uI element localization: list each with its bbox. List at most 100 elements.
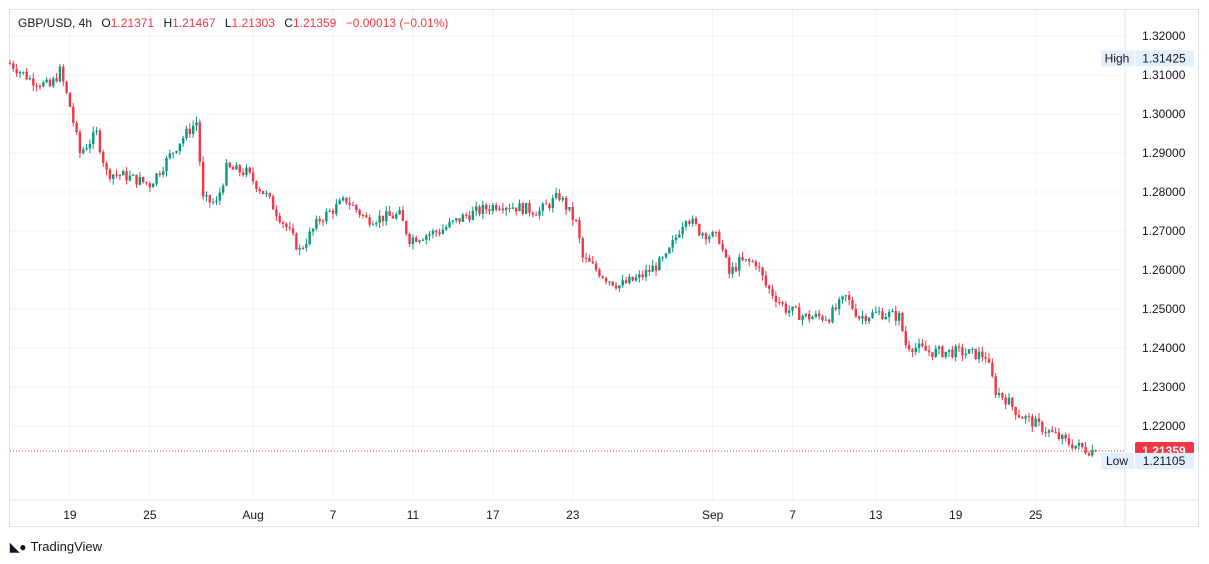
candle-down	[534, 214, 538, 216]
candle-down	[251, 172, 255, 182]
price-tick-label: 1.22000	[1142, 419, 1186, 433]
candle-up	[658, 257, 661, 271]
time-tick-label: 13	[869, 508, 883, 522]
candle-up	[801, 315, 804, 320]
candle-down	[1054, 431, 1057, 433]
candle-down	[781, 302, 784, 304]
candle-up	[455, 218, 458, 221]
price-tick-label: 1.32000	[1142, 29, 1186, 43]
candle-up	[708, 236, 711, 240]
candle-up	[375, 222, 378, 225]
candle-down	[564, 197, 568, 210]
candle-up	[418, 240, 421, 242]
candle-down	[1084, 447, 1087, 454]
candle-down	[38, 85, 42, 87]
candle-down	[405, 221, 408, 234]
candle-up	[338, 200, 341, 205]
candle-up	[831, 307, 834, 323]
candle-down	[318, 219, 321, 222]
candle-down	[991, 362, 994, 377]
candle-down	[544, 203, 548, 205]
time-tick-label: 7	[789, 508, 796, 522]
candle-down	[894, 311, 897, 321]
candle-down	[994, 376, 997, 396]
candle-up	[221, 185, 225, 193]
candle-down	[581, 238, 584, 258]
candle-down	[72, 106, 75, 123]
candle-up	[245, 167, 248, 175]
candle-up	[738, 257, 741, 271]
price-tick-label: 1.30000	[1142, 107, 1186, 121]
candle-up	[917, 343, 921, 348]
candle-up	[95, 130, 98, 132]
candle-up	[608, 281, 611, 283]
candle-down	[754, 261, 758, 267]
candle-down	[241, 172, 245, 175]
candle-up	[664, 253, 668, 258]
candle-down	[698, 224, 701, 236]
candle-down	[415, 237, 418, 242]
candle-down	[35, 85, 38, 87]
candle-down	[248, 167, 251, 173]
candle-up	[428, 234, 431, 236]
candle-down	[1071, 444, 1074, 449]
candle-up	[937, 346, 941, 349]
candle-up	[678, 234, 681, 238]
candle-down	[854, 308, 858, 317]
candle-down	[648, 269, 651, 272]
time-tick-label: 11	[407, 508, 420, 522]
candle-up	[887, 312, 891, 318]
candle-up	[1034, 418, 1037, 427]
candle-down	[494, 204, 498, 210]
high-value: H1.21467	[163, 16, 216, 30]
candle-up	[618, 285, 621, 289]
candle-up	[171, 152, 175, 154]
candle-down	[714, 231, 718, 233]
candle-down	[301, 247, 305, 249]
candle-down	[468, 215, 471, 220]
candle-down	[271, 196, 275, 210]
candle-up	[568, 207, 571, 210]
candle-down	[817, 313, 821, 317]
candle-down	[258, 189, 261, 192]
change-value: −0.00013 (−0.01%)	[345, 16, 449, 30]
candle-down	[758, 266, 761, 268]
candle-down	[275, 209, 278, 216]
candle-down	[611, 281, 614, 286]
candle-up	[791, 306, 794, 311]
candle-down	[148, 183, 152, 188]
candle-down	[278, 215, 281, 223]
candle-up	[155, 173, 158, 184]
candle-down	[345, 197, 348, 203]
candle-up	[235, 165, 238, 170]
candle-down	[514, 207, 518, 212]
candle-down	[102, 152, 105, 163]
candle-up	[445, 227, 448, 230]
candle-down	[62, 66, 65, 82]
tradingview-logo[interactable]: ◣● TradingView	[10, 539, 102, 554]
candle-up	[315, 219, 318, 229]
candle-down	[911, 349, 914, 352]
candle-up	[644, 269, 648, 278]
candle-down	[601, 276, 604, 279]
candle-up	[661, 257, 664, 259]
candle-up	[421, 239, 425, 241]
candle-down	[198, 122, 202, 162]
candle-up	[681, 226, 684, 235]
candle-down	[125, 171, 128, 181]
candle-down	[351, 204, 355, 206]
candle-down	[1051, 430, 1054, 432]
candle-up	[18, 72, 22, 74]
candle-up	[874, 311, 877, 313]
candle-down	[1094, 450, 1097, 452]
candle-up	[191, 125, 195, 135]
time-tick-label: 19	[63, 508, 77, 522]
candle-up	[997, 392, 1001, 396]
candle-up	[28, 78, 32, 80]
price-tick-label: 1.29000	[1142, 146, 1186, 160]
candle-down	[574, 219, 578, 221]
candle-down	[358, 209, 361, 216]
candle-down	[864, 315, 868, 322]
chart-frame	[9, 9, 1199, 527]
